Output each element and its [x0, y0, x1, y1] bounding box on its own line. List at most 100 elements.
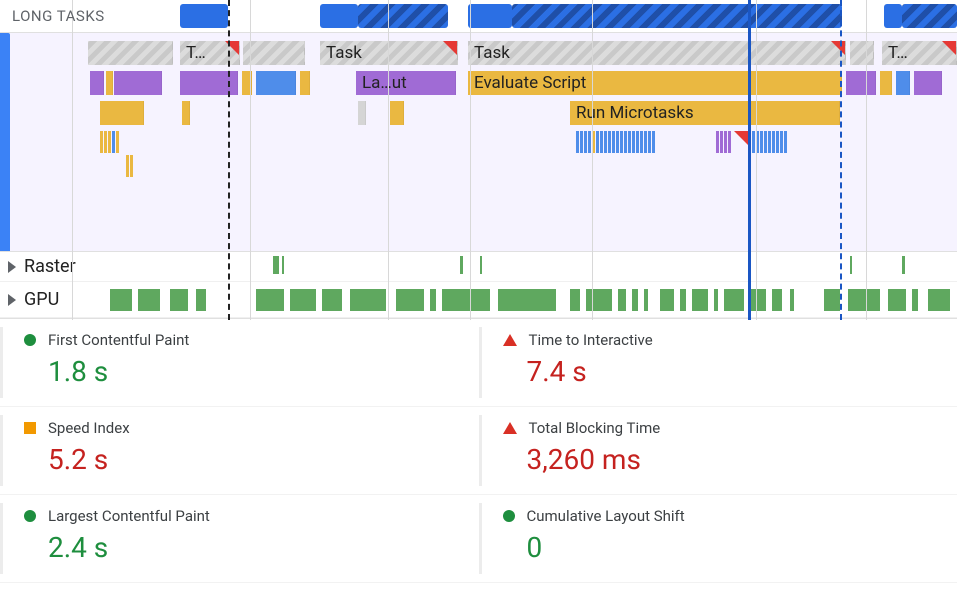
- flame-microtask-bars[interactable]: [100, 131, 144, 153]
- gpu-bar[interactable]: [586, 289, 612, 311]
- gpu-bar[interactable]: [570, 289, 580, 311]
- main-thread-track[interactable]: T… Task Task T… La…ut Evaluate Script Run Mi…: [0, 32, 957, 252]
- flame-block[interactable]: [896, 71, 910, 95]
- gpu-bar[interactable]: [772, 289, 782, 311]
- metrics-panel: First Contentful Paint1.8 sTime to Inter…: [0, 318, 957, 583]
- raster-track-label: Raster: [24, 256, 76, 277]
- gpu-bar[interactable]: [928, 289, 950, 311]
- metric-time-to-interactive[interactable]: Time to Interactive7.4 s: [479, 319, 957, 407]
- flame-row-level2[interactable]: La…ut Evaluate Script: [0, 69, 957, 97]
- flame-block[interactable]: [88, 41, 173, 65]
- long-task-bar[interactable]: [358, 4, 448, 28]
- expand-icon[interactable]: [8, 261, 16, 273]
- expand-icon[interactable]: [8, 294, 16, 306]
- gpu-bar[interactable]: [680, 289, 686, 311]
- long-task-bar[interactable]: [180, 4, 228, 28]
- long-task-bar[interactable]: [902, 4, 957, 28]
- flame-block[interactable]: Evaluate Script: [468, 71, 842, 95]
- flame-row-level3[interactable]: Run Microtasks: [0, 99, 957, 127]
- long-task-bar[interactable]: [884, 4, 902, 28]
- timeline-start-marker[interactable]: [0, 33, 10, 251]
- flame-row-level5[interactable]: [0, 153, 957, 175]
- flame-block[interactable]: La…ut: [356, 71, 456, 95]
- metric-largest-contentful-paint[interactable]: Largest Contentful Paint2.4 s: [0, 495, 479, 583]
- flame-microtask-bars[interactable]: [716, 131, 748, 153]
- flame-block[interactable]: [243, 41, 305, 65]
- gpu-bar[interactable]: [498, 289, 556, 311]
- gpu-bar[interactable]: [618, 289, 626, 311]
- flame-block[interactable]: Task: [320, 41, 458, 65]
- gpu-bar[interactable]: [256, 289, 284, 311]
- flame-block[interactable]: T…: [882, 41, 957, 65]
- gpu-bar[interactable]: [692, 289, 708, 311]
- long-task-bar[interactable]: [512, 4, 842, 28]
- long-tasks-label: LONG TASKS: [12, 7, 105, 25]
- flame-block[interactable]: [300, 71, 310, 95]
- flame-block[interactable]: [182, 101, 190, 125]
- gpu-bar[interactable]: [660, 289, 674, 311]
- flame-row-level4[interactable]: [0, 129, 957, 151]
- gpu-bar[interactable]: [714, 289, 718, 311]
- flame-block[interactable]: [90, 71, 104, 95]
- raster-bar[interactable]: [850, 256, 852, 274]
- raster-track[interactable]: Raster: [0, 252, 957, 282]
- flame-microtask-bars[interactable]: [576, 131, 736, 153]
- gpu-bar[interactable]: [750, 289, 766, 311]
- flame-row-tasks[interactable]: T… Task Task T…: [0, 39, 957, 67]
- gpu-bar[interactable]: [632, 289, 638, 311]
- raster-bar[interactable]: [282, 256, 284, 274]
- flame-block[interactable]: Run Microtasks: [570, 101, 840, 125]
- gpu-bar[interactable]: [196, 289, 206, 311]
- gpu-bar[interactable]: [350, 289, 386, 311]
- gpu-bar[interactable]: [430, 289, 436, 311]
- gpu-bar[interactable]: [290, 289, 316, 311]
- gpu-bar[interactable]: [848, 289, 880, 311]
- flame-block[interactable]: [880, 71, 892, 95]
- metric-speed-index[interactable]: Speed Index5.2 s: [0, 407, 479, 495]
- metric-value: 5.2 s: [48, 443, 459, 476]
- gpu-track-label: GPU: [24, 289, 59, 310]
- raster-bar[interactable]: [902, 256, 905, 274]
- raster-bar[interactable]: [273, 256, 279, 274]
- flame-block[interactable]: Task: [468, 41, 846, 65]
- gpu-track[interactable]: GPU: [0, 282, 957, 318]
- metric-value: 1.8 s: [48, 355, 459, 388]
- metric-total-blocking-time[interactable]: Total Blocking Time3,260 ms: [479, 407, 957, 495]
- flame-block[interactable]: [846, 71, 876, 95]
- gpu-bar[interactable]: [396, 289, 424, 311]
- flame-block[interactable]: [390, 101, 404, 125]
- flame-block[interactable]: [358, 101, 366, 125]
- gpu-bar[interactable]: [170, 289, 188, 311]
- long-tasks-track[interactable]: LONG TASKS: [0, 0, 957, 32]
- flame-block[interactable]: [914, 71, 942, 95]
- gpu-bar[interactable]: [442, 289, 490, 311]
- raster-bar[interactable]: [480, 256, 482, 274]
- raster-bar[interactable]: [460, 256, 463, 274]
- gpu-bar[interactable]: [322, 289, 342, 311]
- metric-first-contentful-paint[interactable]: First Contentful Paint1.8 s: [0, 319, 479, 407]
- flame-block[interactable]: [256, 71, 296, 95]
- flame-block[interactable]: T…: [180, 41, 240, 65]
- flame-block[interactable]: [114, 71, 162, 95]
- flame-block[interactable]: [106, 71, 113, 95]
- flame-microtask-bars[interactable]: [126, 155, 138, 177]
- long-task-bar[interactable]: [320, 4, 358, 28]
- gpu-bar[interactable]: [138, 289, 160, 311]
- metric-value: 0: [527, 531, 938, 564]
- gpu-bar[interactable]: [824, 289, 840, 311]
- gpu-bar[interactable]: [724, 289, 744, 311]
- metric-cumulative-layout-shift[interactable]: Cumulative Layout Shift0: [479, 495, 957, 583]
- flame-block[interactable]: [242, 71, 252, 95]
- pass-icon: [24, 334, 36, 346]
- flame-microtask-bars[interactable]: [748, 131, 828, 153]
- gpu-bar[interactable]: [110, 289, 132, 311]
- gpu-bar[interactable]: [912, 289, 918, 311]
- flame-block[interactable]: [850, 41, 874, 65]
- gpu-bar[interactable]: [644, 289, 648, 311]
- gpu-bar[interactable]: [790, 289, 794, 311]
- flame-block[interactable]: [180, 71, 238, 95]
- long-task-bar[interactable]: [468, 4, 512, 28]
- flame-block[interactable]: [100, 101, 144, 125]
- performance-timeline[interactable]: LONG TASKS T… Task Task T… La…ut Evaluate Sc…: [0, 0, 957, 318]
- gpu-bar[interactable]: [888, 289, 906, 311]
